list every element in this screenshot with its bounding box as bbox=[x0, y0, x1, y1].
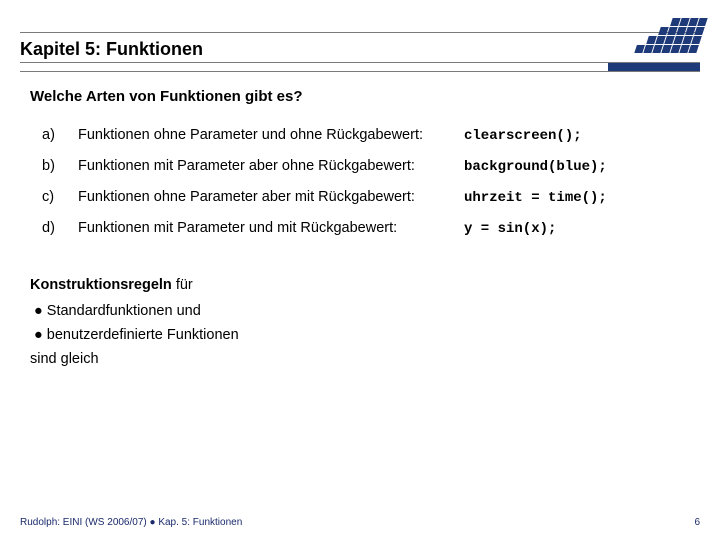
bullet-item: Standardfunktionen und bbox=[34, 303, 690, 319]
rule-top bbox=[20, 32, 700, 33]
item-code: clearscreen(); bbox=[464, 128, 582, 144]
rule-band bbox=[20, 62, 700, 72]
construction-rules-section: Konstruktionsregeln für Standardfunktion… bbox=[30, 277, 690, 367]
section-intro-rest: für bbox=[172, 277, 193, 293]
slide-subtitle: Welche Arten von Funktionen gibt es? bbox=[30, 88, 690, 105]
item-label: d) bbox=[42, 220, 62, 236]
item-desc: Funktionen mit Parameter und mit Rückgab… bbox=[78, 220, 448, 236]
slide-body: Welche Arten von Funktionen gibt es? a) … bbox=[0, 72, 720, 367]
list-item: a) Funktionen ohne Parameter und ohne Rü… bbox=[42, 127, 690, 144]
item-desc: Funktionen ohne Parameter aber mit Rückg… bbox=[78, 189, 448, 205]
page-number: 6 bbox=[694, 517, 700, 528]
section-bullets: Standardfunktionen und benutzerdefiniert… bbox=[30, 303, 690, 343]
item-label: b) bbox=[42, 158, 62, 174]
item-desc: Funktionen ohne Parameter und ohne Rückg… bbox=[78, 127, 448, 143]
slide-header: Kapitel 5: Funktionen bbox=[0, 0, 720, 72]
item-label: c) bbox=[42, 189, 62, 205]
section-intro: Konstruktionsregeln für bbox=[30, 277, 690, 293]
item-code: background(blue); bbox=[464, 159, 607, 175]
list-item: c) Funktionen ohne Parameter aber mit Rü… bbox=[42, 189, 690, 206]
chapter-title: Kapitel 5: Funktionen bbox=[20, 35, 700, 62]
item-desc: Funktionen mit Parameter aber ohne Rückg… bbox=[78, 158, 448, 174]
section-intro-bold: Konstruktionsregeln bbox=[30, 277, 172, 293]
item-code: y = sin(x); bbox=[464, 221, 556, 237]
rule-band-fill bbox=[608, 63, 700, 71]
bullet-item: benutzerdefinierte Funktionen bbox=[34, 327, 690, 343]
item-label: a) bbox=[42, 127, 62, 143]
list-item: b) Funktionen mit Parameter aber ohne Rü… bbox=[42, 158, 690, 175]
function-kinds-list: a) Funktionen ohne Parameter und ohne Rü… bbox=[30, 127, 690, 237]
section-after: sind gleich bbox=[30, 351, 690, 367]
footer-left: Rudolph: EINI (WS 2006/07) ● Kap. 5: Fun… bbox=[20, 517, 242, 528]
brand-logo bbox=[634, 18, 707, 53]
item-code: uhrzeit = time(); bbox=[464, 190, 607, 206]
list-item: d) Funktionen mit Parameter und mit Rück… bbox=[42, 220, 690, 237]
slide-footer: Rudolph: EINI (WS 2006/07) ● Kap. 5: Fun… bbox=[20, 517, 700, 528]
